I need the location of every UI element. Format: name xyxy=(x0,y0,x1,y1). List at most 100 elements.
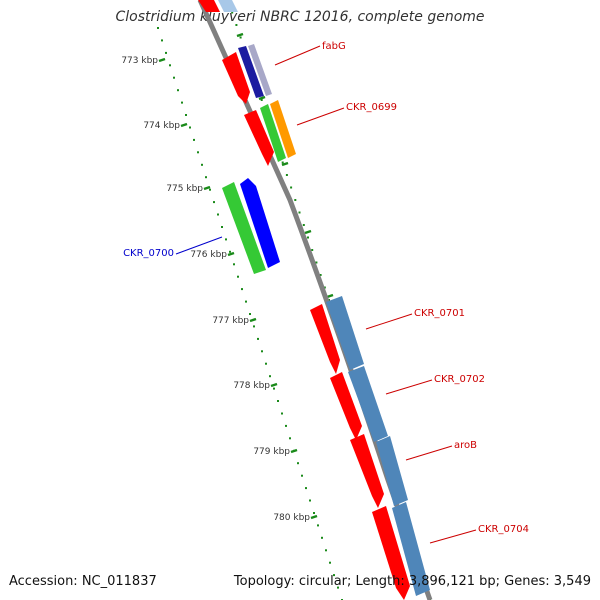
ruler-major-tick xyxy=(180,122,188,128)
ruler-dot xyxy=(229,250,231,253)
leader-line xyxy=(405,445,453,461)
ruler-dot xyxy=(307,236,309,239)
ruler-major-tick xyxy=(290,448,298,454)
ruler-major-tick xyxy=(326,293,334,299)
ruler-dot xyxy=(323,286,326,289)
ruler-dot xyxy=(257,337,259,340)
gene-block xyxy=(248,44,272,96)
gene-label-ckr-0702: CKR_0702 xyxy=(434,374,485,385)
ruler-dot xyxy=(245,300,247,303)
gene-block xyxy=(238,46,264,98)
ruler-dot xyxy=(285,424,287,427)
ruler-dot xyxy=(281,412,283,415)
ruler-dot xyxy=(169,64,171,67)
ruler-dot xyxy=(233,263,235,266)
leader-line xyxy=(274,45,321,66)
ruler-dot xyxy=(231,11,234,14)
ruler-dot xyxy=(161,39,163,42)
ruler-dot xyxy=(298,211,301,214)
ruler-dot xyxy=(265,362,267,365)
ruler-dot xyxy=(193,138,195,141)
ruler-dot xyxy=(237,275,239,278)
gene-block xyxy=(350,434,384,508)
gene-label-fabg: fabG xyxy=(322,41,346,52)
gene-block xyxy=(244,110,274,166)
ruler-label: 774 kbp xyxy=(143,121,180,131)
leader-line xyxy=(296,107,345,126)
ruler-major-tick xyxy=(158,57,166,63)
ruler-dot xyxy=(165,51,167,54)
ruler-major-tick xyxy=(236,32,244,38)
gene-block xyxy=(270,100,296,158)
ruler-dot xyxy=(297,462,299,465)
ruler-dot xyxy=(213,201,215,204)
ruler-dot xyxy=(241,288,243,291)
gene-block xyxy=(222,182,266,274)
ruler-dot xyxy=(209,188,211,191)
ruler-major-tick xyxy=(270,382,278,388)
ruler-labels: 773 kbp 774 kbp 775 kbp 776 kbp 777 kbp … xyxy=(121,56,310,523)
ruler-dot xyxy=(301,474,303,477)
ruler-major-tick xyxy=(203,185,211,191)
ruler-dot xyxy=(185,114,187,116)
gene-block xyxy=(310,304,340,374)
ruler-dot xyxy=(197,151,199,154)
ruler-ticks xyxy=(157,0,431,600)
ruler-dot xyxy=(289,437,291,440)
ruler-dot xyxy=(333,574,335,577)
gene-block xyxy=(348,366,388,442)
leader-lines xyxy=(175,45,477,544)
ruler-dot xyxy=(269,375,271,378)
ruler-dot xyxy=(189,126,191,129)
ruler-label: 777 kbp xyxy=(212,316,249,326)
ruler-dot xyxy=(313,512,315,514)
ruler-dot xyxy=(309,499,311,502)
gene-block xyxy=(330,372,362,440)
ruler-label: 779 kbp xyxy=(253,447,290,457)
ruler-dot xyxy=(239,36,242,39)
leader-line xyxy=(429,529,477,544)
ruler-dot xyxy=(205,176,207,179)
ruler-dot xyxy=(235,24,238,26)
ruler-dot xyxy=(221,226,223,228)
ruler-dot xyxy=(157,27,159,29)
ruler-label: 775 kbp xyxy=(166,184,203,194)
ruler-dot xyxy=(290,186,293,189)
ruler-dot xyxy=(249,313,251,315)
ruler-dot xyxy=(260,99,263,101)
ruler-major-tick xyxy=(304,229,312,235)
ruler-dot xyxy=(294,199,297,201)
ruler-dot xyxy=(177,89,179,92)
ruler-dot xyxy=(261,350,263,353)
ruler-dot xyxy=(277,400,279,402)
ruler-dot xyxy=(302,224,305,226)
ruler-dot xyxy=(329,561,331,564)
ruler-dot xyxy=(311,249,314,251)
ruler-label: 778 kbp xyxy=(233,381,270,391)
gene-block xyxy=(372,506,410,600)
gene-block xyxy=(218,0,238,12)
gene-block xyxy=(260,104,286,162)
gene-block xyxy=(222,52,250,104)
gene-block xyxy=(326,296,364,370)
gene-label-arob: aroB xyxy=(454,440,477,451)
ruler-dot xyxy=(305,487,307,490)
ruler-dot xyxy=(173,76,175,79)
ruler-dot xyxy=(337,586,339,589)
ruler-dot xyxy=(253,325,255,328)
gene-block xyxy=(198,0,220,12)
ruler-major-tick xyxy=(310,514,318,520)
ruler-dot xyxy=(285,174,288,176)
leader-line xyxy=(175,236,223,255)
ruler-dot xyxy=(225,238,227,241)
ruler-major-tick xyxy=(281,161,289,167)
ruler-major-tick xyxy=(258,95,266,101)
gene-features xyxy=(198,0,430,600)
ruler-dot xyxy=(317,524,319,527)
ruler-major-tick xyxy=(227,251,235,257)
genome-summary-text: Topology: circular; Length: 3,896,121 bp… xyxy=(233,574,591,589)
gene-label-ckr-0701: CKR_0701 xyxy=(414,308,465,319)
gene-labels: fabG CKR_0699 CKR_0700 CKR_0701 CKR_0702… xyxy=(123,41,529,535)
ruler-dot xyxy=(273,387,275,390)
